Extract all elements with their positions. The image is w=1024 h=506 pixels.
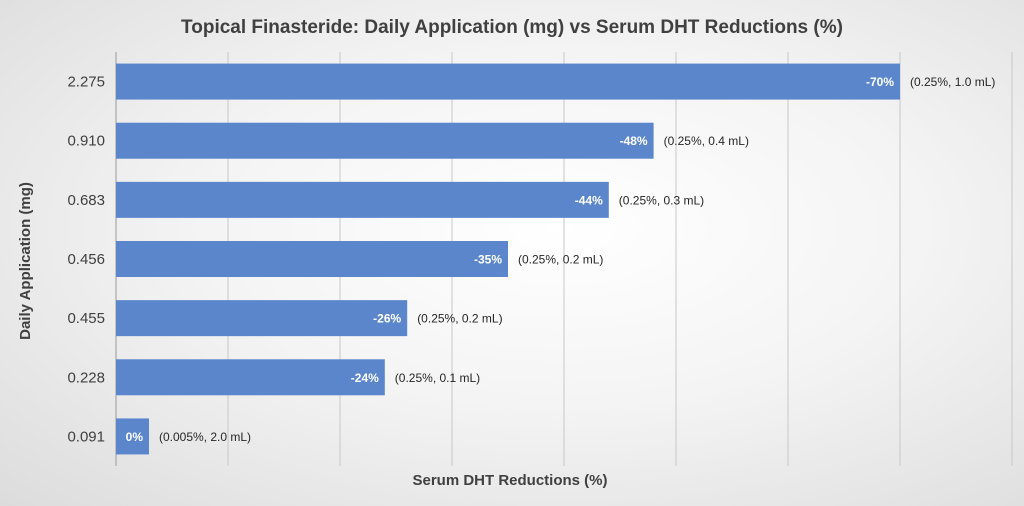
y-tick-label: 0.456 [67,251,105,268]
bar [116,63,900,100]
bar-annotation: (0.25%, 0.2 mL) [417,312,502,326]
y-axis-title: Daily Application (mg) [17,182,34,340]
bar [116,122,654,159]
bar [116,241,508,277]
bar-annotation: (0.25%, 1.0 mL) [910,75,995,89]
bar-annotation: (0.25%, 0.4 mL) [664,134,749,148]
bar-annotation: (0.25%, 0.1 mL) [395,371,480,385]
bar-value-label: -26% [373,312,401,326]
bar-value-label: -44% [575,193,603,207]
chart-title: Topical Finasteride: Daily Application (… [181,17,843,38]
bar-value-label: -70% [866,75,894,89]
bar [116,418,149,455]
bar-value-label: 0% [126,430,144,444]
bar-annotation: (0.25%, 0.3 mL) [619,193,704,207]
bars: -70% (0.25%, 1.0 mL) -48% (0.25%, 0.4 mL) -4… [116,63,995,455]
y-tick-label: 0.683 [67,192,105,209]
y-tick-label: 2.275 [67,74,105,91]
bar [116,181,609,218]
y-tick-label: 0.228 [67,369,105,386]
y-tick-label: 0.091 [67,428,105,445]
y-tick-label: 0.910 [67,133,105,150]
bar-annotation: (0.005%, 2.0 mL) [159,430,251,444]
bar-value-label: -24% [351,371,379,385]
bar [116,300,408,337]
bar-value-label: -35% [474,253,502,267]
bar-annotation: (0.25%, 0.2 mL) [518,253,603,267]
y-tick-labels: 2.275 0.910 0.683 0.456 0.455 0.228 0.091 [67,74,105,446]
bar [116,359,385,396]
bar-value-label: -48% [620,134,648,148]
x-axis-title: Serum DHT Reductions (%) [412,472,607,489]
y-tick-label: 0.455 [67,310,105,327]
